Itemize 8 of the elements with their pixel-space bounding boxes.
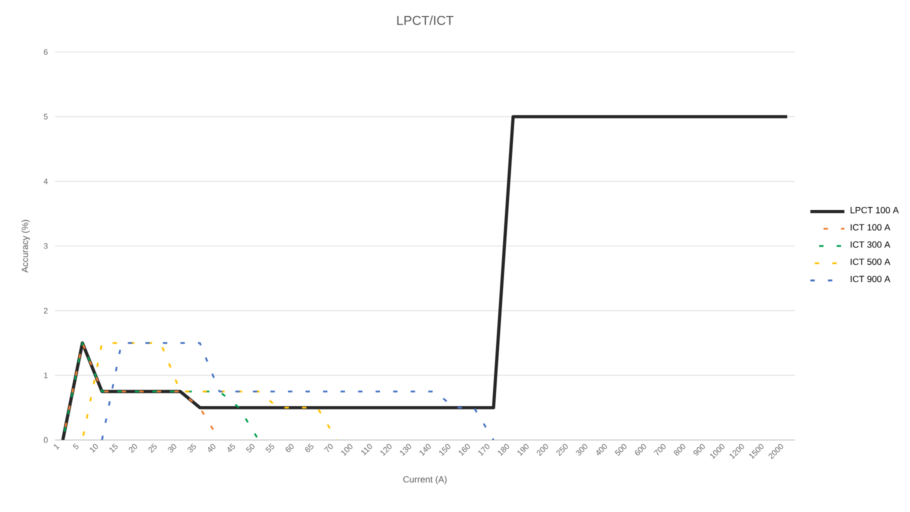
legend-label: ICT 900 A — [850, 276, 890, 282]
x-axis-title: Current (A) — [403, 476, 447, 484]
y-axis-title: Accuracy (%) — [21, 220, 30, 273]
legend-label: LPCT 100 A — [850, 206, 899, 214]
legend-label: ICT 500 A — [850, 258, 890, 265]
chart-title: LPCT/ICT — [397, 16, 454, 26]
legend-label: ICT 100 A — [850, 224, 890, 231]
legend-label: ICT 300 A — [850, 241, 890, 248]
